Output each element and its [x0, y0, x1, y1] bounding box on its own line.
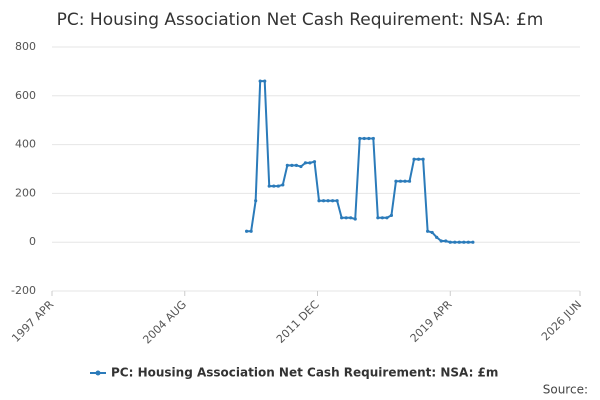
data-point — [326, 199, 330, 203]
data-point — [321, 199, 326, 203]
data-point — [254, 199, 258, 203]
y-tick-label: 0 — [29, 235, 36, 248]
data-point — [285, 163, 289, 167]
x-tick-label: 2011 DEC — [274, 298, 322, 346]
data-point — [276, 184, 280, 188]
data-point — [416, 157, 421, 161]
x-tick-label: 2026 JUN — [539, 298, 584, 343]
data-point — [272, 184, 276, 188]
data-point — [471, 240, 475, 244]
data-point — [457, 240, 461, 244]
y-tick-label: 400 — [15, 138, 36, 151]
legend-marker — [95, 370, 101, 376]
data-point — [258, 79, 262, 83]
data-point — [308, 161, 312, 165]
data-point — [312, 160, 317, 164]
legend-label: PC: Housing Association Net Cash Require… — [111, 366, 498, 380]
data-point — [340, 216, 344, 220]
data-point — [281, 183, 285, 187]
data-point — [335, 199, 339, 203]
data-point — [299, 164, 303, 169]
y-tick-label: 600 — [15, 89, 36, 102]
data-point — [245, 229, 249, 233]
data-point — [439, 239, 443, 243]
data-point — [412, 157, 416, 161]
data-point — [444, 239, 448, 243]
x-tick-label: 1997 APR — [9, 298, 56, 345]
data-point — [448, 240, 452, 244]
data-point — [389, 213, 394, 217]
y-tick-label: 800 — [15, 40, 36, 53]
data-point — [462, 240, 466, 244]
data-point — [362, 136, 366, 141]
data-point — [358, 136, 362, 141]
data-point — [344, 216, 348, 220]
chart-title: PC: Housing Association Net Cash Require… — [57, 10, 544, 30]
data-point — [376, 216, 380, 220]
data-point — [421, 157, 425, 161]
data-point — [371, 136, 375, 141]
data-point — [317, 199, 321, 203]
data-point — [330, 199, 335, 203]
x-tick-label: 2019 APR — [408, 298, 455, 345]
data-point — [353, 217, 357, 221]
data-point — [385, 216, 389, 220]
data-point — [349, 216, 353, 220]
data-point — [426, 229, 430, 233]
data-point — [435, 235, 439, 239]
y-tick-label: 200 — [15, 186, 36, 199]
y-tick-label: -200 — [11, 284, 36, 297]
data-point — [263, 79, 267, 83]
data-point — [453, 240, 457, 244]
data-point — [398, 179, 403, 183]
data-point — [303, 161, 308, 165]
data-point — [290, 163, 294, 167]
data-line — [246, 80, 473, 244]
data-point — [430, 230, 434, 235]
data-point — [367, 136, 371, 141]
data-point — [394, 179, 398, 183]
data-point — [407, 179, 412, 183]
x-tick-label: 2004 AUG — [140, 298, 189, 347]
source-label: Source: — [543, 383, 588, 397]
data-point — [380, 216, 384, 220]
data-point — [249, 229, 253, 233]
data-point — [403, 179, 407, 183]
data-point — [294, 163, 298, 167]
data-point — [466, 240, 470, 244]
data-point — [267, 184, 271, 188]
